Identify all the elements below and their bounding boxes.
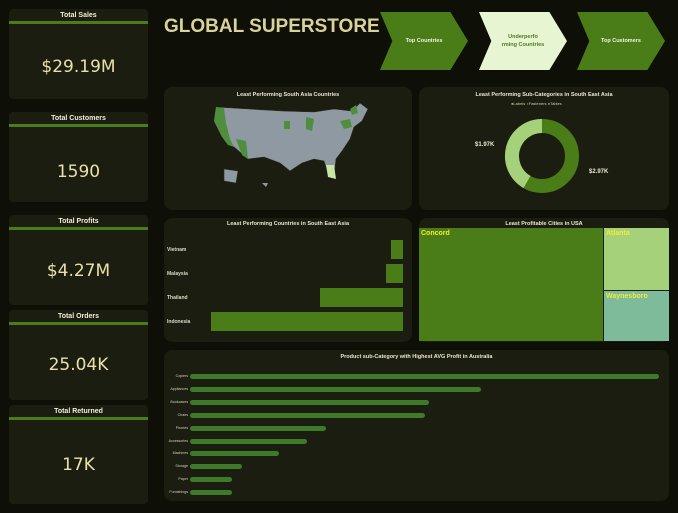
au-bar[interactable]: [190, 412, 425, 418]
treemap-cell-concord[interactable]: Concord: [419, 228, 603, 341]
legend-dot: ●: [511, 101, 514, 106]
au-bar[interactable]: [190, 399, 430, 405]
kpi-title: Total Returned: [54, 408, 103, 415]
page-title: GLOBAL SUPERSTORE: [164, 16, 380, 37]
nav-underperforming-countries[interactable]: Underperfo rming Countries: [479, 12, 567, 70]
au-bar[interactable]: [190, 374, 659, 379]
au-bar-label: Paper: [178, 477, 188, 482]
kpi-divider: [9, 227, 148, 230]
au-bar[interactable]: [190, 477, 233, 483]
kpi-total-returned: Total Returned 17K: [9, 405, 148, 504]
nav-label: Top Customers: [601, 38, 641, 44]
kpi-total-customers: Total Customers 1590: [9, 112, 148, 202]
bar-chart-title: Least Performing Countries in South East…: [226, 221, 350, 227]
legend-dot: ●: [547, 101, 551, 106]
kpi-value: $29.19M: [41, 57, 116, 77]
bar-label: Indonesia: [167, 319, 191, 325]
map-title: Least Performing South Asia Countries: [236, 92, 340, 98]
treemap-label: Waynesboro: [606, 293, 648, 300]
kpi-divider: [9, 322, 148, 325]
nav-top-customers[interactable]: Top Customers: [577, 12, 665, 70]
au-bar-label: Chairs: [177, 412, 188, 417]
au-bar-label: Machines: [172, 451, 188, 456]
donut-label-left: $1.97K: [475, 142, 495, 148]
bar[interactable]: [391, 240, 403, 259]
au-bar-label: Copiers: [175, 374, 188, 378]
country-bar-panel: Least Performing Countries in South East…: [164, 218, 412, 342]
treemap-label: Concord: [421, 230, 450, 237]
au-bar-label: Storage: [175, 464, 188, 469]
bar-label: Malaysia: [167, 271, 188, 277]
kpi-value: 25.04K: [48, 355, 109, 375]
kpi-value: $4.27M: [46, 261, 111, 281]
legend-item: Labels: [513, 101, 526, 106]
donut-title: Least Performing Sub-Categories in South…: [475, 92, 613, 98]
au-bar[interactable]: [190, 386, 481, 392]
kpi-divider: [9, 124, 148, 127]
legend-dot: ●: [526, 101, 529, 106]
au-bar[interactable]: [190, 438, 308, 444]
bar[interactable]: [319, 288, 403, 307]
nav-top-countries[interactable]: Top Countries: [380, 12, 468, 70]
donut-legend: ●Labels ●Fasteners ●Tables: [511, 101, 562, 106]
kpi-total-profits: Total Profits $4.27M: [9, 215, 148, 305]
kpi-title: Total Profits: [58, 218, 99, 225]
kpi-value: 17K: [62, 455, 95, 475]
donut-panel: Least Performing Sub-Categories in South…: [419, 87, 669, 210]
legend-item: Fasteners: [528, 101, 547, 106]
legend-item: Tables: [550, 101, 562, 106]
au-bar-label: Bookcases: [170, 399, 188, 404]
kpi-divider: [9, 21, 148, 24]
kpi-total-sales: Total Sales $29.19M: [9, 9, 148, 99]
treemap-label: Atlanta: [606, 230, 630, 237]
donut-chart[interactable]: [419, 87, 669, 210]
au-bar[interactable]: [190, 425, 326, 431]
kpi-title: Total Sales: [60, 12, 97, 19]
treemap-title: Least Profitable Cities in USA: [505, 221, 583, 227]
bar-label: Vietnam: [167, 247, 187, 253]
bar[interactable]: [210, 312, 403, 331]
australia-title: Product sub-Category with Highest AVG Pr…: [340, 354, 493, 360]
nav-label: Underperfo rming Countries: [501, 34, 545, 48]
donut-label-right: $2.97K: [589, 169, 609, 175]
kpi-title: Total Customers: [51, 115, 106, 122]
kpi-value: 1590: [56, 162, 101, 182]
au-bar-label: Furnishings: [169, 490, 188, 495]
treemap-cell-waynesboro[interactable]: Waynesboro: [604, 291, 669, 341]
au-bar[interactable]: [190, 490, 233, 496]
au-bar-label: Accessories: [168, 438, 188, 443]
usa-map[interactable]: [164, 87, 412, 210]
map-panel: Least Performing South Asia Countries: [164, 87, 412, 210]
nav-label: Top Countries: [405, 38, 443, 44]
au-bar-label: Phones: [175, 425, 188, 430]
kpi-title: Total Orders: [57, 313, 100, 320]
treemap-cell-atlanta[interactable]: Atlanta: [604, 228, 669, 290]
au-bar[interactable]: [190, 451, 280, 457]
kpi-divider: [9, 417, 148, 420]
bar-label: Thailand: [167, 295, 188, 301]
au-bar-label: Appliances: [170, 386, 188, 391]
bar[interactable]: [385, 264, 403, 283]
treemap-panel: Least Profitable Cities in USA Concord A…: [419, 218, 669, 342]
kpi-total-orders: Total Orders 25.04K: [9, 310, 148, 400]
au-bar[interactable]: [190, 464, 242, 470]
